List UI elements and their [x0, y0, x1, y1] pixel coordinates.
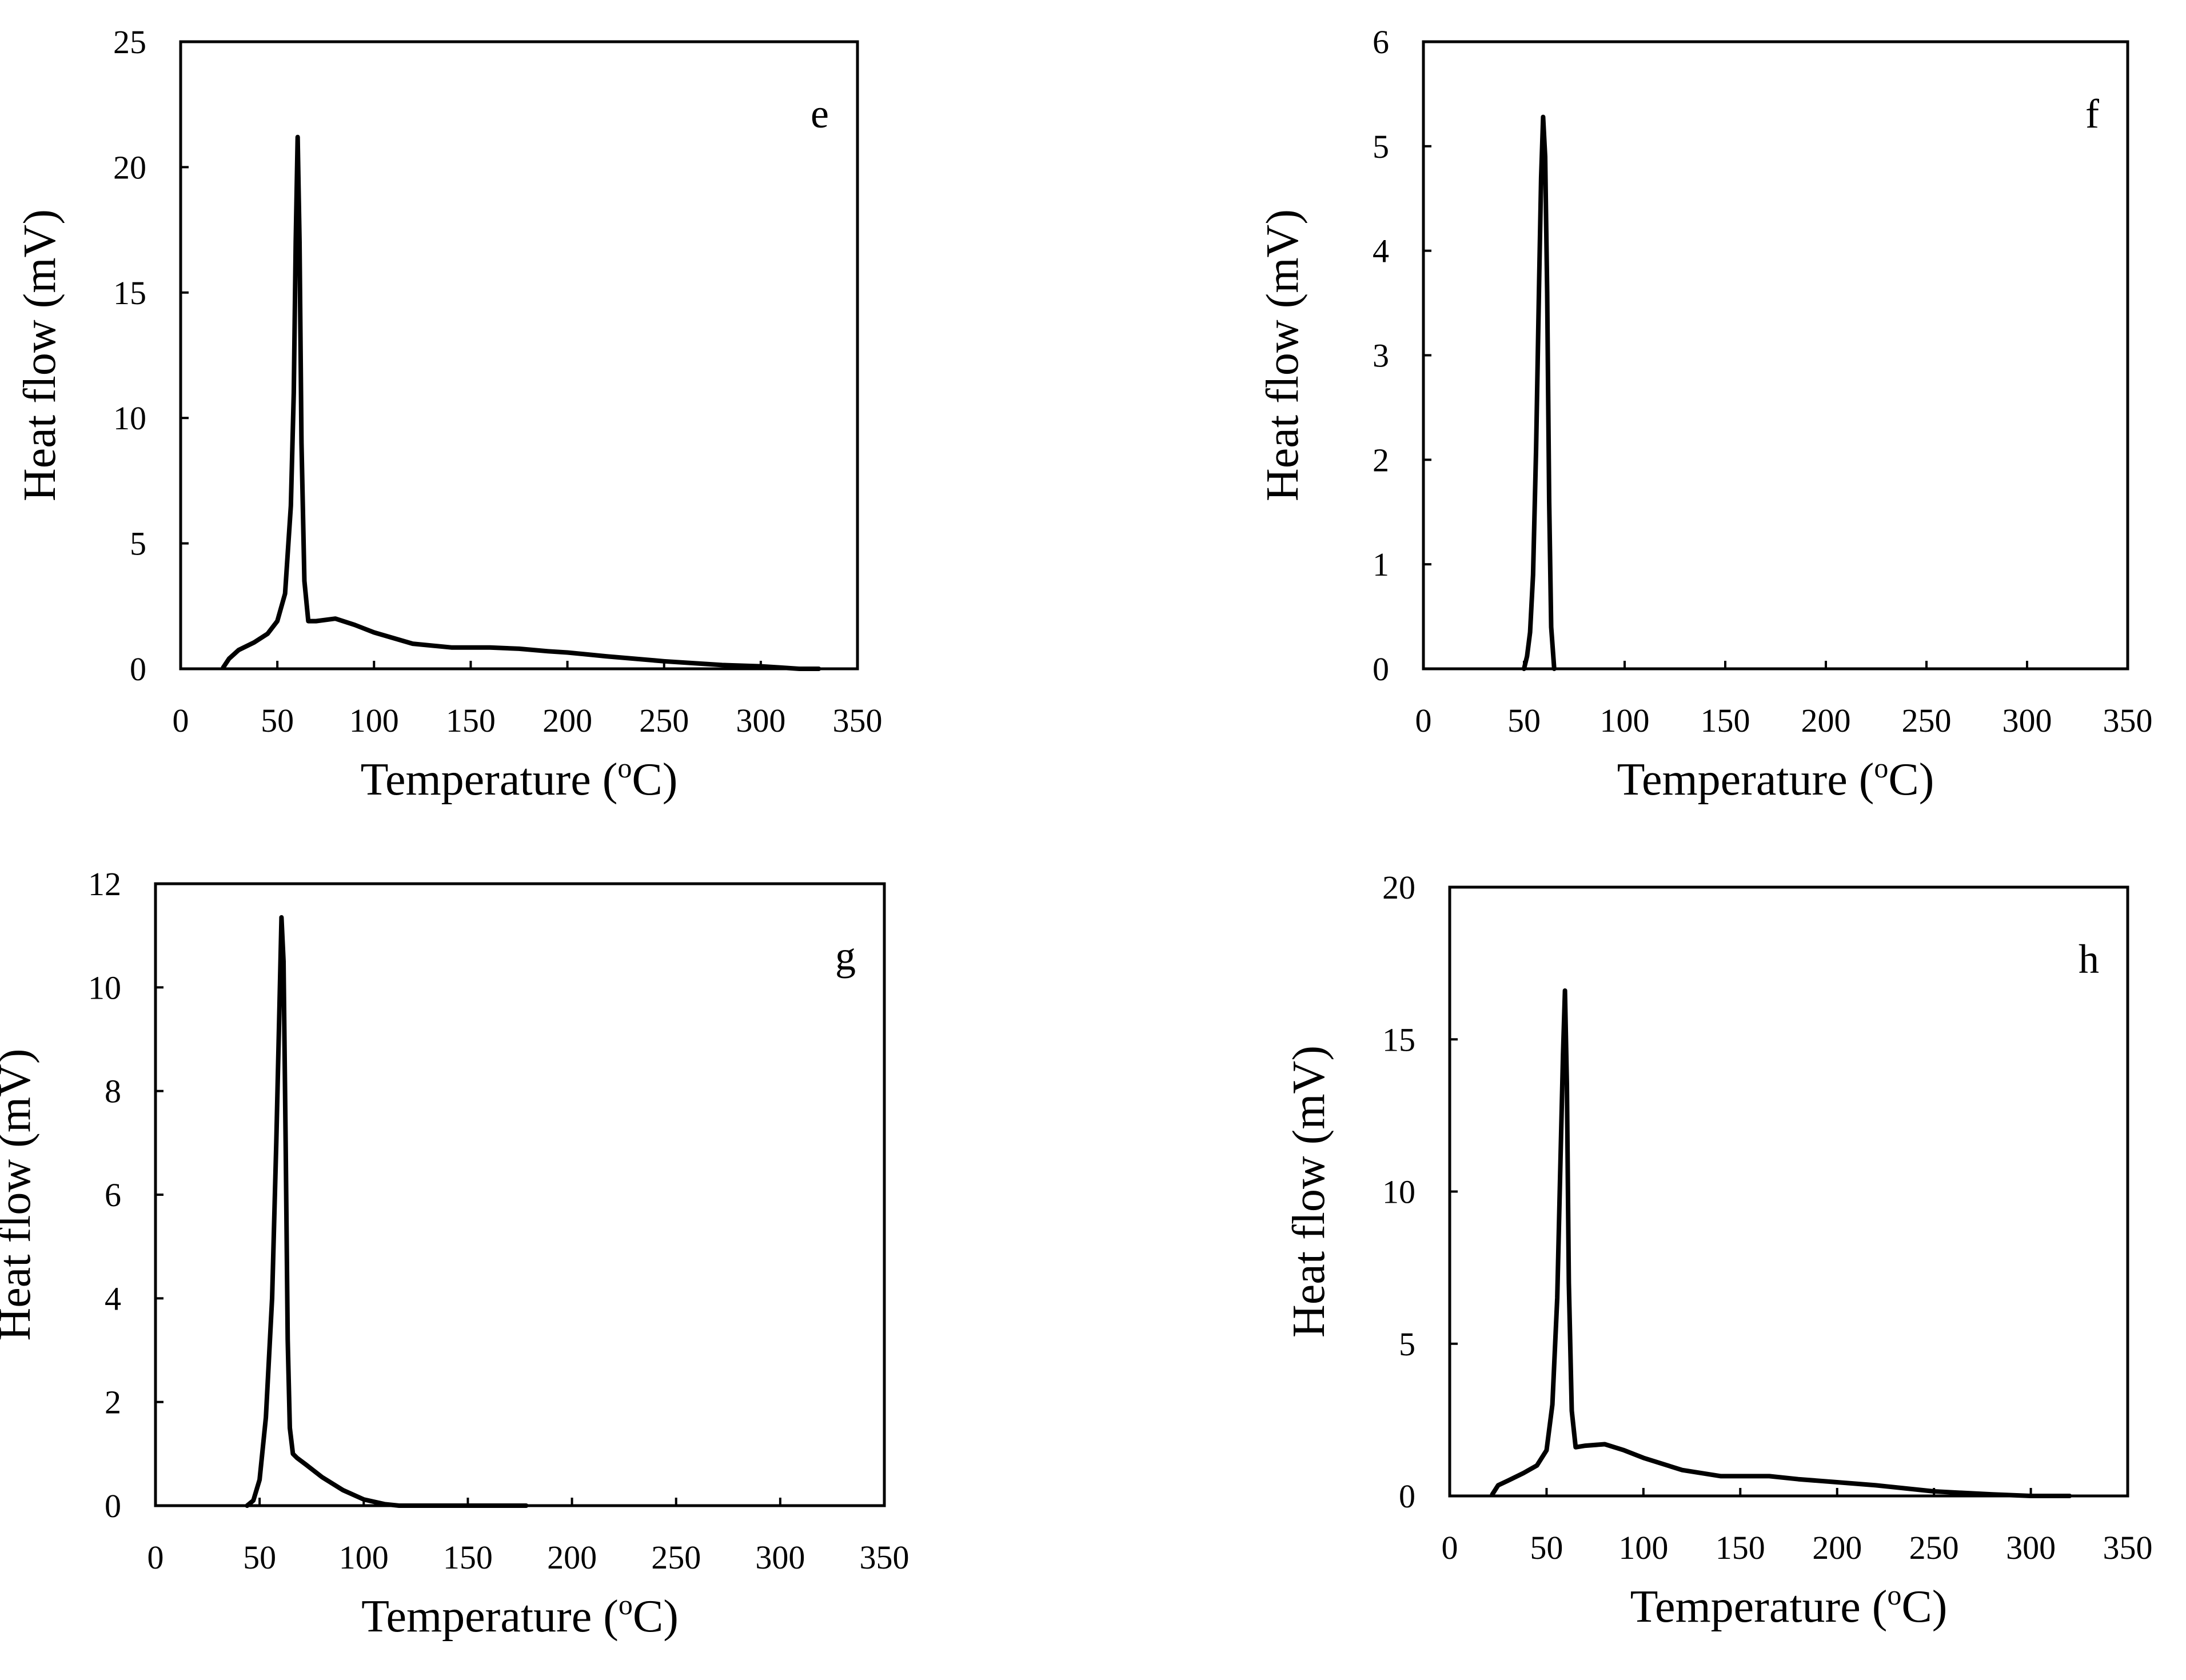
y-tick-label: 25: [113, 23, 146, 61]
y-tick-label: 10: [88, 969, 121, 1006]
y-tick-label: 1: [1373, 546, 1389, 583]
panel-label: h: [2079, 936, 2099, 982]
x-axis-title: Temperature (oC): [361, 1589, 679, 1642]
x-tick-label: 200: [547, 1539, 597, 1576]
x-tick-label: 50: [243, 1539, 276, 1576]
x-tick-label: 150: [1701, 702, 1750, 739]
x-tick-label: 300: [2002, 702, 2052, 739]
plot-frame-f: [1422, 40, 2129, 671]
y-tick-label: 6: [1373, 23, 1389, 61]
series-line-g: [245, 915, 529, 1508]
series-line-h: [1490, 988, 2072, 1498]
x-tick-label: 350: [2103, 702, 2153, 739]
x-tick-label: 0: [1415, 702, 1432, 739]
x-tick-label: 0: [173, 702, 189, 739]
y-tick-label: 15: [113, 274, 146, 312]
x-tick-label: 250: [651, 1539, 701, 1576]
x-tick-label: 300: [2006, 1529, 2056, 1566]
x-axis-title: Temperature (oC): [1630, 1579, 1948, 1632]
x-tick-label: 350: [833, 702, 883, 739]
y-tick-label: 0: [130, 651, 146, 688]
series-line-e: [221, 134, 821, 671]
y-axis-title: Heat flow (mV): [15, 209, 65, 501]
y-tick-label: 0: [1373, 651, 1389, 688]
y-tick-label: 10: [1382, 1174, 1415, 1211]
panel-label: g: [835, 933, 856, 979]
x-axis-title: Temperature (oC): [361, 752, 678, 805]
x-tick-label: 0: [147, 1539, 164, 1576]
y-tick-label: 12: [88, 865, 121, 903]
chart-panel-e: 0 50 100 150 200 250 300 350 0 5 10 15 20 25 e Temperat…: [15, 23, 883, 805]
y-tick-label: 6: [105, 1176, 121, 1214]
chart-panel-h: 0 50 100 150 200 250 300 350 0 5 10 15 20 h Temperatur…: [1284, 869, 2153, 1632]
y-tick-label: 15: [1382, 1021, 1415, 1058]
x-tick-label: 100: [1618, 1529, 1668, 1566]
y-tick-label: 20: [1382, 869, 1415, 906]
x-tick-label: 300: [755, 1539, 805, 1576]
y-tick-label: 0: [1399, 1478, 1415, 1515]
y-tick-label: 5: [1373, 128, 1389, 165]
chart-panel-g: 0 50 100 150 200 250 300 350 0 2 4 6 8 10 12 g Temperatu…: [0, 865, 909, 1642]
x-tick-label: 250: [1909, 1529, 1959, 1566]
x-tick-label: 200: [1801, 702, 1851, 739]
series-line-f: [1522, 114, 1557, 671]
x-tick-label: 50: [1530, 1529, 1563, 1566]
y-tick-label: 10: [113, 400, 146, 437]
y-tick-label: 5: [1399, 1326, 1415, 1363]
y-tick-label: 0: [105, 1487, 121, 1525]
x-tick-label: 250: [1902, 702, 1952, 739]
x-tick-label: 100: [1600, 702, 1650, 739]
plot-frame-e: [179, 40, 859, 671]
y-tick-label: 8: [105, 1073, 121, 1110]
x-axis-title: Temperature (oC): [1617, 752, 1934, 805]
x-tick-label: 50: [261, 702, 294, 739]
panel-label: f: [2085, 91, 2099, 137]
y-tick-label: 3: [1373, 337, 1389, 374]
x-tick-label: 100: [349, 702, 399, 739]
x-tick-label: 200: [542, 702, 592, 739]
x-tick-label: 0: [1442, 1529, 1458, 1566]
x-tick-label: 150: [443, 1539, 493, 1576]
x-tick-label: 200: [1812, 1529, 1862, 1566]
y-tick-label: 2: [1373, 441, 1389, 478]
chart-panel-f: 0 50 100 150 200 250 300 350 0 1 2 3 4 5 6 f Temperature…: [1258, 23, 2153, 805]
y-axis-title: Heat flow (mV): [1258, 209, 1308, 501]
x-tick-label: 350: [2103, 1529, 2153, 1566]
y-axis-title: Heat flow (mV): [0, 1049, 40, 1341]
y-tick-label: 2: [105, 1384, 121, 1421]
x-tick-label: 250: [639, 702, 689, 739]
y-axis-title: Heat flow (mV): [1284, 1045, 1334, 1338]
y-tick-label: 5: [130, 525, 146, 562]
x-tick-label: 150: [446, 702, 496, 739]
x-tick-label: 350: [860, 1539, 909, 1576]
x-tick-label: 50: [1507, 702, 1541, 739]
x-tick-label: 300: [736, 702, 785, 739]
x-tick-label: 100: [339, 1539, 389, 1576]
y-tick-label: 4: [105, 1280, 121, 1317]
panel-label: e: [811, 91, 829, 137]
y-tick-label: 20: [113, 149, 146, 186]
y-tick-label: 4: [1373, 233, 1389, 270]
x-tick-label: 150: [1716, 1529, 1765, 1566]
